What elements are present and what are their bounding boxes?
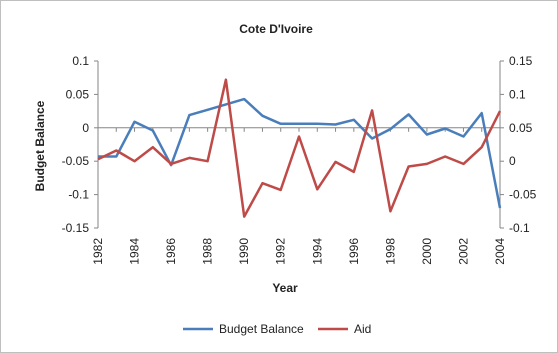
legend: Budget Balance Aid [183,322,371,336]
y-tick-label: 0.1 [72,54,89,68]
y2-tick-labels: 0.15 0.1 0.05 0 -0.05 -0.1 [509,54,537,235]
x-tick-label: 1988 [201,238,215,265]
x-tick-label: 1986 [164,238,178,265]
y2-tick-label: -0.1 [509,221,530,235]
y-axis-title: Budget Balance [33,100,47,191]
y-tick-label: 0 [82,121,89,135]
legend-label: Budget Balance [219,322,304,336]
x-tick-labels: 1982 1984 1986 1988 1990 1992 1994 1996 1998 2000… [91,238,507,265]
legend-label: Aid [354,322,371,336]
y-tick-label: -0.15 [62,221,90,235]
y-tick-label: -0.05 [62,154,90,168]
x-tick-label: 2002 [456,238,470,265]
y2-tick-label: 0.05 [509,121,533,135]
y2-tick-label: -0.05 [509,188,537,202]
chart-title: Cote D'Ivoire [239,22,313,36]
x-tick-label: 2000 [420,238,434,265]
series-lines [97,78,502,218]
x-tick-label: 1984 [128,238,142,265]
axes [94,60,504,229]
x-tick-label: 1996 [347,238,361,265]
series-line-aid [97,78,502,218]
y2-tick-label: 0.1 [509,87,526,101]
x-tick-label: 1998 [383,238,397,265]
y-tick-labels: 0.1 0.05 0 -0.05 -0.1 -0.15 [62,54,90,235]
series-line-budget-balance [98,97,502,209]
y2-tick-label: 0 [509,154,516,168]
x-tick-label: 1990 [237,238,251,265]
x-tick-label: 2004 [493,238,507,265]
x-tick-label: 1982 [91,238,105,265]
x-tick-label: 1994 [310,238,324,265]
y2-tick-label: 0.15 [509,54,533,68]
x-tick-label: 1992 [274,238,288,265]
y-tick-label: -0.1 [68,188,89,202]
x-axis-title: Year [272,281,298,295]
y-tick-label: 0.05 [66,87,90,101]
